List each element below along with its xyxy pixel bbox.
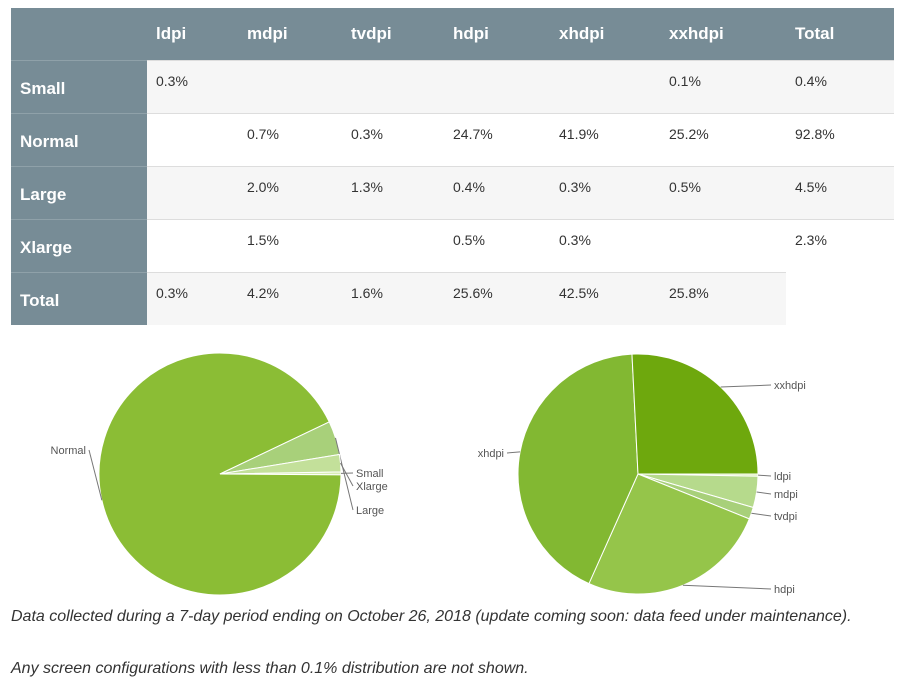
table-cell (147, 112, 238, 166)
pie-label-small: Small (356, 468, 384, 480)
row-header: Small (11, 59, 147, 113)
table-cell: 25.2% (660, 112, 786, 166)
pie-slice-hdpi (588, 473, 750, 595)
leader-line-xhdpi (506, 451, 521, 454)
pie-label-large: Large (356, 505, 384, 517)
table-cell: 1.5% (238, 218, 342, 272)
pie-label-mdpi: mdpi (774, 489, 798, 501)
row-header: Large (11, 165, 147, 219)
table-cell (550, 59, 660, 113)
table-cell: 0.4% (786, 59, 894, 113)
table-cell (147, 165, 238, 219)
column-header-xxhdpi: xxhdpi (660, 8, 786, 60)
table-cell: 0.5% (444, 218, 550, 272)
table-cell: 1.6% (342, 271, 444, 325)
distribution-table: ldpi mdpi tvdpi hdpi xhdpi xxhdpi Total … (11, 8, 894, 325)
table-row: Small 0.3% 0.1% 0.4% (11, 59, 894, 113)
pie-label-xhdpi: xhdpi (478, 448, 504, 460)
leader-line-tvdpi (751, 512, 772, 517)
pie-label-hdpi: hdpi (774, 584, 795, 596)
screen-size-pie-chart: Small Normal Large Xlarge (51, 352, 388, 596)
table-row: Normal 0.7% 0.3% 24.7% 41.9% 25.2% 92.8% (11, 112, 894, 166)
leader-line-normal (88, 449, 103, 501)
column-header-tvdpi: tvdpi (342, 8, 444, 60)
leader-line-large (334, 437, 354, 511)
table-cell: 42.5% (550, 271, 660, 325)
table-cell: 4.2% (238, 271, 342, 325)
column-header-total: Total (786, 8, 894, 60)
table-cell: 1.3% (342, 165, 444, 219)
table-cell-empty (786, 271, 894, 325)
column-header-hdpi: hdpi (444, 8, 550, 60)
table-cell: 0.1% (660, 59, 786, 113)
table-cell: 24.7% (444, 112, 550, 166)
column-header (11, 8, 147, 60)
table-cell: 2.3% (786, 218, 894, 272)
table-cell (660, 218, 786, 272)
column-header-mdpi: mdpi (238, 8, 342, 60)
pie-slice-xxhdpi (631, 353, 759, 475)
pie-label-normal: Normal (51, 445, 86, 457)
table-row: Large 2.0% 1.3% 0.4% 0.3% 0.5% 4.5% (11, 165, 894, 219)
pie-label-xxhdpi: xxhdpi (774, 380, 806, 392)
screen-density-pie-chart: ldpi mdpi tvdpi hdpi xhdpi xxhdpi (478, 353, 806, 596)
pie-label-tvdpi: tvdpi (774, 511, 797, 523)
table-row-total: Total 0.3% 4.2% 1.6% 25.6% 42.5% 25.8% (11, 271, 894, 325)
column-header-ldpi: ldpi (147, 8, 238, 60)
column-header-xhdpi: xhdpi (550, 8, 660, 60)
table-cell: 0.3% (550, 218, 660, 272)
leader-line-ldpi (757, 474, 772, 477)
table-cell: 4.5% (786, 165, 894, 219)
table-cell: 0.3% (342, 112, 444, 166)
leader-line-xxhdpi (720, 384, 772, 388)
table-cell: 2.0% (238, 165, 342, 219)
table-header-row: ldpi mdpi tvdpi hdpi xhdpi xxhdpi Total (11, 8, 894, 60)
table-cell: 0.3% (147, 271, 238, 325)
leader-line-hdpi (682, 584, 772, 590)
row-header: Xlarge (11, 218, 147, 272)
table-row: Xlarge 1.5% 0.5% 0.3% 2.3% (11, 218, 894, 272)
row-header: Total (11, 271, 147, 325)
table-cell (342, 218, 444, 272)
table-cell (238, 59, 342, 113)
table-cell: 0.5% (660, 165, 786, 219)
table-cell: 25.8% (660, 271, 786, 325)
table-cell (342, 59, 444, 113)
table-cell: 0.4% (444, 165, 550, 219)
table-cell: 92.8% (786, 112, 894, 166)
data-collection-note: Data collected during a 7-day period end… (11, 608, 852, 625)
table-cell: 0.3% (147, 59, 238, 113)
distribution-threshold-note: Any screen configurations with less than… (11, 660, 529, 677)
leader-line-xlarge (340, 462, 354, 487)
table-cell: 0.3% (550, 165, 660, 219)
row-header: Normal (11, 112, 147, 166)
table-cell: 25.6% (444, 271, 550, 325)
pie-label-xlarge: Xlarge (356, 481, 388, 493)
table-cell (444, 59, 550, 113)
pie-label-ldpi: ldpi (774, 471, 791, 483)
leader-line-mdpi (756, 491, 772, 495)
table-cell: 41.9% (550, 112, 660, 166)
table-cell: 0.7% (238, 112, 342, 166)
table-cell (147, 218, 238, 272)
